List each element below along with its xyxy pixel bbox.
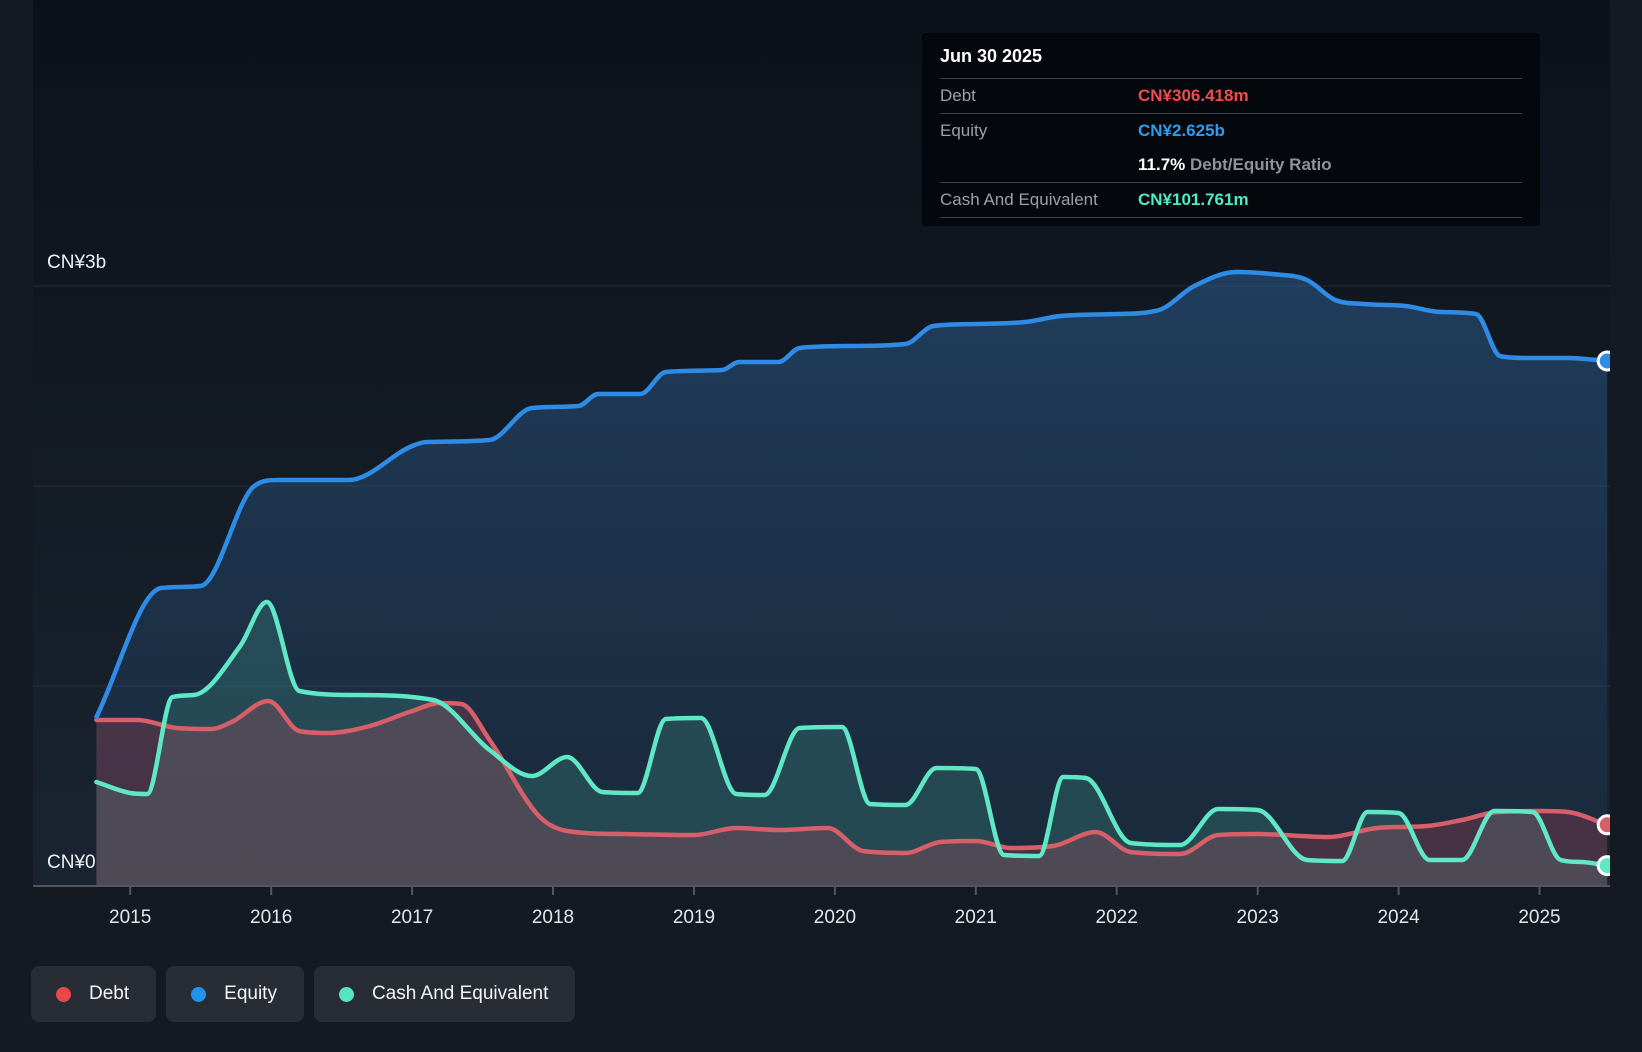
y-axis-label: CN¥3b bbox=[47, 252, 106, 273]
equity-end-marker bbox=[1596, 350, 1610, 372]
tooltip-row-cash: Cash And Equivalent CN¥101.761m bbox=[940, 183, 1522, 218]
x-tick-label: 2017 bbox=[391, 907, 433, 928]
x-tick-label: 2018 bbox=[532, 907, 574, 928]
legend-cash-label: Cash And Equivalent bbox=[371, 983, 549, 1004]
debt-end-marker bbox=[1596, 814, 1610, 836]
tooltip-row-debt: Debt CN¥306.418m bbox=[940, 79, 1522, 114]
legend-item-debt[interactable]: Debt bbox=[31, 966, 157, 1022]
x-tick-label: 2024 bbox=[1377, 907, 1420, 928]
cash-and-equivalent-area bbox=[96, 602, 1608, 886]
tooltip-cash-label: Cash And Equivalent bbox=[940, 190, 1098, 209]
tooltip-row-ratio: 11.7% Debt/Equity Ratio bbox=[940, 148, 1522, 183]
x-tick-label: 2021 bbox=[955, 907, 997, 928]
tooltip-ratio-value: 11.7% bbox=[1138, 155, 1186, 174]
chart-tooltip: Jun 30 2025 Debt CN¥306.418m Equity CN¥2… bbox=[922, 33, 1540, 226]
x-tick-label: 2020 bbox=[814, 907, 856, 928]
tooltip-cash-value: CN¥101.761m bbox=[1138, 190, 1249, 209]
tooltip-equity-value: CN¥2.625b bbox=[1138, 121, 1225, 140]
tooltip-debt-label: Debt bbox=[940, 86, 976, 105]
x-tick-label: 2025 bbox=[1518, 907, 1560, 928]
tooltip-equity-label: Equity bbox=[940, 121, 988, 140]
tooltip-ratio-label: Debt/Equity Ratio bbox=[1190, 155, 1332, 174]
legend-item-equity[interactable]: Equity bbox=[166, 966, 304, 1022]
debt-area bbox=[96, 701, 1608, 886]
tooltip-date: Jun 30 2025 bbox=[940, 33, 1522, 79]
cash-dot-icon bbox=[338, 986, 354, 1002]
x-tick-label: 2019 bbox=[673, 907, 715, 928]
legend-equity-label: Equity bbox=[224, 983, 277, 1004]
equity-dot-icon bbox=[191, 986, 207, 1002]
chart-legend: Debt Equity Cash And Equivalent bbox=[31, 966, 576, 1022]
y-axis-label: CN¥0 bbox=[47, 852, 96, 873]
x-tick-label: 2022 bbox=[1096, 907, 1138, 928]
cash-and-equivalent-end-marker bbox=[1596, 855, 1610, 877]
tooltip-debt-value: CN¥306.418m bbox=[1138, 86, 1249, 105]
equity-line bbox=[94, 269, 1610, 720]
legend-item-cash[interactable]: Cash And Equivalent bbox=[313, 966, 576, 1022]
x-tick-label: 2016 bbox=[250, 907, 292, 928]
x-tick-label: 2023 bbox=[1237, 907, 1279, 928]
tooltip-ratio: 11.7% Debt/Equity Ratio bbox=[1138, 155, 1522, 175]
tooltip-row-equity: Equity CN¥2.625b bbox=[940, 114, 1522, 148]
end-markers bbox=[1596, 350, 1610, 877]
legend-debt-label: Debt bbox=[89, 983, 130, 1004]
debt-dot-icon bbox=[56, 986, 71, 1002]
cash-and-equivalent-line bbox=[94, 599, 1610, 868]
x-tick-label: 2015 bbox=[109, 907, 151, 928]
